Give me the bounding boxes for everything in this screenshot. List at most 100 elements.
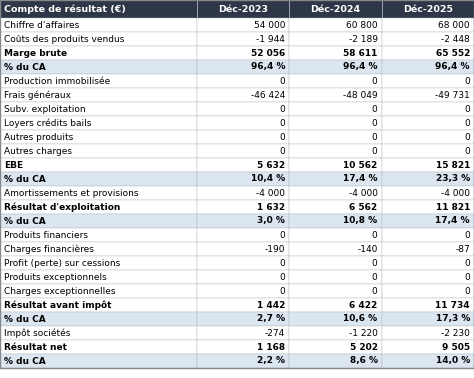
- Bar: [382, 200, 474, 214]
- Bar: [197, 46, 289, 60]
- Bar: [0, 354, 197, 368]
- Text: Produits financiers: Produits financiers: [4, 231, 88, 240]
- Text: -2 230: -2 230: [441, 328, 470, 338]
- Bar: [289, 46, 382, 60]
- Text: 96,4 %: 96,4 %: [343, 62, 378, 71]
- Bar: [289, 0, 382, 18]
- Bar: [289, 284, 382, 298]
- Bar: [0, 270, 197, 284]
- Text: 1 442: 1 442: [257, 301, 285, 310]
- Bar: [0, 256, 197, 270]
- Bar: [382, 60, 474, 74]
- Text: 0: 0: [279, 133, 285, 141]
- Bar: [289, 214, 382, 228]
- Text: Autres produits: Autres produits: [4, 133, 73, 141]
- Bar: [197, 298, 289, 312]
- Bar: [382, 74, 474, 88]
- Text: 6 562: 6 562: [349, 203, 378, 212]
- Text: Résultat d'exploitation: Résultat d'exploitation: [4, 202, 120, 212]
- Text: 0: 0: [372, 118, 378, 127]
- Bar: [0, 326, 197, 340]
- Text: -49 731: -49 731: [435, 90, 470, 99]
- Bar: [382, 0, 474, 18]
- Bar: [382, 312, 474, 326]
- Text: Déc-2025: Déc-2025: [403, 5, 453, 14]
- Bar: [0, 312, 197, 326]
- Text: 65 552: 65 552: [436, 48, 470, 57]
- Bar: [289, 242, 382, 256]
- Bar: [289, 32, 382, 46]
- Text: 11 821: 11 821: [436, 203, 470, 212]
- Text: 17,3 %: 17,3 %: [436, 314, 470, 324]
- Text: 0: 0: [372, 76, 378, 85]
- Text: 10,6 %: 10,6 %: [344, 314, 378, 324]
- Text: Produits exceptionnels: Produits exceptionnels: [4, 273, 107, 282]
- Text: Amortissements et provisions: Amortissements et provisions: [4, 189, 138, 197]
- Text: -1 944: -1 944: [256, 34, 285, 43]
- Bar: [197, 102, 289, 116]
- Bar: [197, 228, 289, 242]
- Bar: [289, 74, 382, 88]
- Text: 0: 0: [372, 147, 378, 155]
- Bar: [382, 186, 474, 200]
- Text: 0: 0: [372, 104, 378, 113]
- Bar: [0, 130, 197, 144]
- Text: 0: 0: [464, 273, 470, 282]
- Text: 5 632: 5 632: [257, 161, 285, 169]
- Bar: [197, 172, 289, 186]
- Bar: [197, 200, 289, 214]
- Text: 0: 0: [464, 147, 470, 155]
- Text: 0: 0: [464, 104, 470, 113]
- Bar: [289, 354, 382, 368]
- Text: Charges financières: Charges financières: [4, 244, 94, 254]
- Text: 0: 0: [279, 104, 285, 113]
- Bar: [289, 256, 382, 270]
- Bar: [0, 200, 197, 214]
- Bar: [289, 200, 382, 214]
- Text: % du CA: % du CA: [4, 314, 46, 324]
- Text: 0: 0: [279, 287, 285, 296]
- Text: Autres charges: Autres charges: [4, 147, 72, 155]
- Bar: [0, 32, 197, 46]
- Bar: [197, 0, 289, 18]
- Bar: [289, 298, 382, 312]
- Text: Marge brute: Marge brute: [4, 48, 67, 57]
- Text: 0: 0: [372, 287, 378, 296]
- Text: -48 049: -48 049: [343, 90, 378, 99]
- Bar: [289, 186, 382, 200]
- Bar: [197, 158, 289, 172]
- Bar: [0, 144, 197, 158]
- Bar: [197, 256, 289, 270]
- Text: -2 448: -2 448: [441, 34, 470, 43]
- Text: EBE: EBE: [4, 161, 23, 169]
- Text: -46 424: -46 424: [251, 90, 285, 99]
- Text: 0: 0: [279, 147, 285, 155]
- Bar: [382, 46, 474, 60]
- Bar: [289, 60, 382, 74]
- Bar: [0, 60, 197, 74]
- Bar: [382, 298, 474, 312]
- Bar: [0, 242, 197, 256]
- Bar: [197, 18, 289, 32]
- Bar: [0, 158, 197, 172]
- Bar: [0, 340, 197, 354]
- Bar: [289, 158, 382, 172]
- Bar: [382, 172, 474, 186]
- Bar: [382, 116, 474, 130]
- Bar: [197, 74, 289, 88]
- Text: 2,7 %: 2,7 %: [257, 314, 285, 324]
- Text: -87: -87: [455, 245, 470, 254]
- Text: Production immobilisée: Production immobilisée: [4, 76, 110, 85]
- Text: -274: -274: [265, 328, 285, 338]
- Text: Charges exceptionnelles: Charges exceptionnelles: [4, 287, 116, 296]
- Bar: [382, 102, 474, 116]
- Bar: [382, 340, 474, 354]
- Bar: [289, 228, 382, 242]
- Bar: [197, 144, 289, 158]
- Bar: [197, 32, 289, 46]
- Bar: [382, 270, 474, 284]
- Text: 0: 0: [464, 259, 470, 268]
- Bar: [289, 130, 382, 144]
- Bar: [289, 172, 382, 186]
- Bar: [0, 18, 197, 32]
